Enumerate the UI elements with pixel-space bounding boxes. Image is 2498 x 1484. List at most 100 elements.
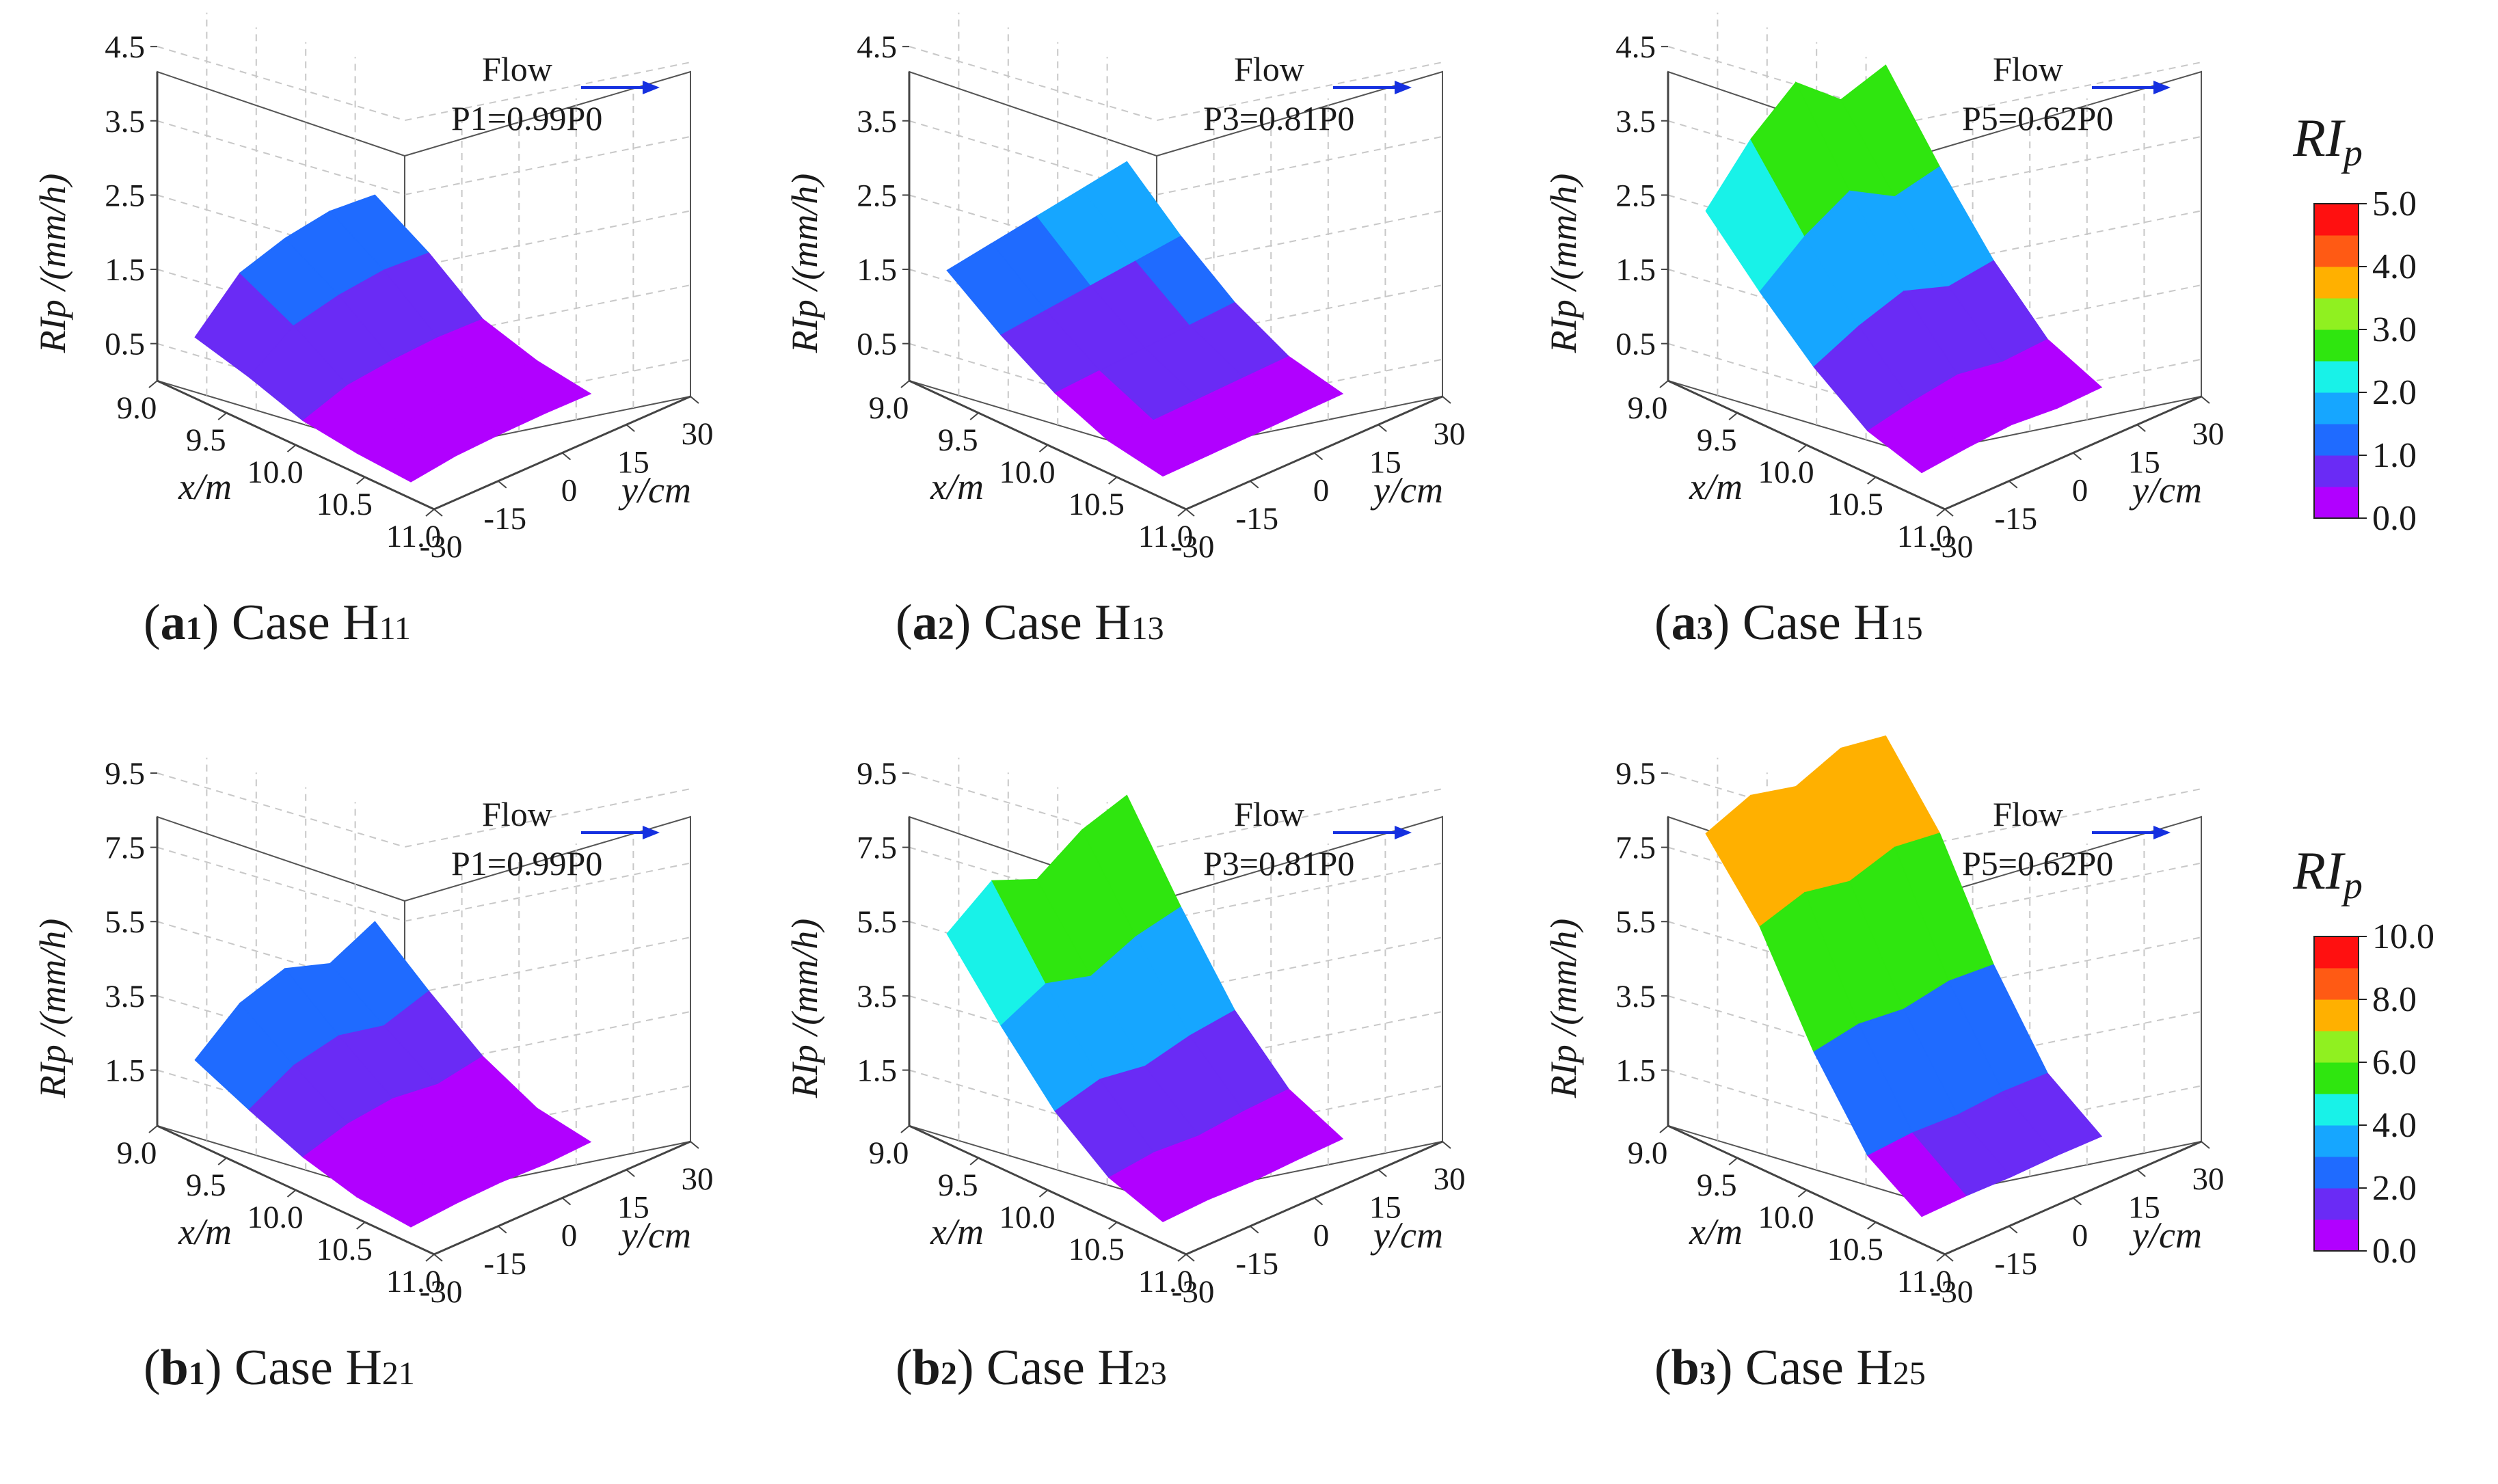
surface-patch (491, 1107, 592, 1165)
y-tick (433, 1254, 443, 1262)
x-tick (1936, 1254, 1946, 1262)
x-tick (1038, 1189, 1049, 1198)
x-tick-label: 10.0 (999, 1200, 1055, 1235)
y-tick (1442, 396, 1451, 404)
case-main: Case H (986, 1340, 1134, 1396)
surface-patch (2002, 1072, 2103, 1157)
panel-caption: (a1) Case H11 (144, 595, 411, 651)
y-axis-label: y/cm (618, 470, 691, 511)
caption-digit: 1 (189, 1355, 205, 1392)
y-tick (626, 1169, 635, 1178)
z-tick-label: 1.5 (105, 252, 145, 288)
case-main: Case H (984, 595, 1131, 651)
y-tick (2072, 452, 2082, 461)
panel-caption: (a2) Case H13 (896, 595, 1164, 651)
y-tick (626, 424, 635, 433)
flow-arrow-head (2153, 826, 2171, 839)
y-tick (561, 452, 572, 461)
x-tick (900, 380, 910, 388)
y-tick (1185, 509, 1195, 517)
x-tick (286, 444, 297, 453)
pressure-label: P3=0.81P0 (1203, 99, 1354, 137)
x-tick-label: 9.5 (1697, 1168, 1737, 1203)
y-tick (1442, 1141, 1451, 1149)
y-tick-label: -30 (420, 1274, 463, 1310)
colorbar-swatch (2314, 204, 2359, 236)
x-tick (1659, 1125, 1669, 1133)
z-tick-label: 2.5 (105, 178, 145, 213)
caption-open: ( (1654, 595, 1671, 651)
caption-letter: b (161, 1340, 189, 1396)
caption-letter: a (161, 595, 186, 651)
y-tick-label: 30 (682, 416, 714, 452)
x-tick (1797, 444, 1808, 453)
z-tick-label: 0.5 (105, 327, 145, 362)
surface-patch (1243, 1088, 1344, 1160)
chart-panel-a1: 0.5 1.5 2.5 3.5 4.5 9.0 9.5 10.0 10.5 11.0-30 -15 0… (32, 12, 714, 651)
z-tick-label: 9.5 (1615, 756, 1656, 792)
colorbar-swatch (2314, 1219, 2359, 1252)
x-tick (1038, 444, 1049, 453)
colorbar-swatch (2314, 1157, 2359, 1189)
x-tick-label: 9.5 (938, 1168, 978, 1203)
y-tick-label: 15 (617, 444, 649, 480)
y-tick-label: 30 (682, 1161, 714, 1197)
y-tick-label: 0 (2072, 473, 2089, 509)
colorbar-label: 4.0 (2372, 1106, 2417, 1145)
flow-label: Flow (1993, 795, 2063, 833)
x-tick-label: 9.5 (186, 422, 226, 458)
z-tick-label: 9.5 (105, 756, 145, 792)
caption-digit: 3 (1697, 610, 1713, 647)
y-axis-label: y/cm (1370, 1215, 1443, 1256)
pressure-label: P1=0.99P0 (451, 99, 602, 137)
y-tick (1378, 1169, 1387, 1178)
x-tick (148, 1125, 158, 1133)
colorbar-swatch (2314, 1031, 2359, 1063)
y-tick-label: 0 (2072, 1218, 2089, 1254)
surface-patch (2002, 338, 2103, 409)
z-gridline (157, 120, 691, 195)
colorbar-label: 2.0 (2372, 373, 2417, 412)
caption-open: ( (144, 1340, 161, 1396)
x-tick (1659, 380, 1669, 388)
colorbar-title-sub: p (2341, 865, 2363, 907)
x-tick-label: 10.0 (247, 1200, 303, 1235)
y-tick-label: 0 (561, 473, 578, 509)
x-tick (1728, 1157, 1738, 1165)
colorbar-swatch (2314, 999, 2359, 1031)
x-tick (425, 1254, 435, 1262)
y-tick (2201, 396, 2210, 404)
x-tick (1108, 476, 1118, 485)
chart-panel-b1: 1.5 3.5 5.5 7.5 9.5 9.0 9.5 10.0 10.5 11.0-30 -15 0… (32, 756, 714, 1396)
x-tick-label: 10.0 (999, 455, 1055, 490)
flow-label: Flow (482, 50, 552, 88)
chart-panel-b2: 1.5 3.5 5.5 7.5 9.5 9.0 9.5 10.0 10.5 11.0-30 -15 0… (784, 756, 1466, 1396)
x-tick (1936, 509, 1946, 517)
y-tick-label: -15 (1994, 1246, 2037, 1282)
y-axis-label: y/cm (618, 1215, 691, 1256)
pressure-label: P3=0.81P0 (1203, 844, 1354, 882)
colorbar-label: 6.0 (2372, 1043, 2417, 1082)
x-tick-label: 11.0 (386, 1264, 442, 1299)
case-main: Case H (234, 1340, 382, 1396)
y-tick (2136, 1169, 2146, 1178)
surface (946, 161, 1344, 477)
x-tick-label: 10.5 (1827, 487, 1883, 522)
chart-panel-a2: 0.5 1.5 2.5 3.5 4.5 9.0 9.5 10.0 10.5 11.0-30 -15 0… (784, 12, 1466, 651)
caption-digit: 1 (186, 610, 202, 647)
colorbar-frame (2313, 936, 2359, 1252)
z-gridline (1667, 46, 2202, 122)
z-tick-label: 1.5 (105, 1053, 145, 1089)
case-main: Case H (232, 595, 379, 651)
colorbar-swatch (2314, 298, 2359, 330)
caption-open: ( (896, 595, 913, 651)
x-tick-label: 10.5 (317, 1232, 373, 1267)
colorbar-label: 10.0 (2372, 917, 2434, 956)
x-tick-label: 10.5 (317, 487, 373, 522)
x-tick-label: 10.5 (1069, 1232, 1125, 1267)
y-tick (2009, 480, 2018, 489)
x-tick-label: 9.0 (869, 1135, 909, 1171)
y-tick-label: -30 (1172, 529, 1215, 565)
case-sub: 15 (1890, 610, 1923, 647)
